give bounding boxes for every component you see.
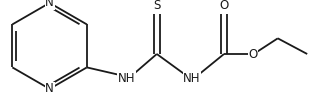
Text: N: N [45,82,54,95]
Text: O: O [220,0,228,12]
Text: S: S [153,0,161,12]
Text: NH: NH [183,72,201,85]
Text: O: O [248,48,257,60]
Text: N: N [45,0,54,9]
Text: NH: NH [118,72,135,85]
